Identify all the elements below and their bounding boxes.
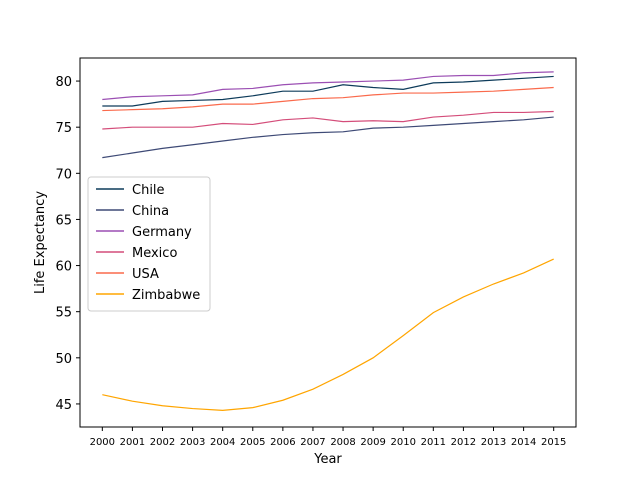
legend: Chile China Germany Mexico USA Zimbabwe bbox=[87, 176, 211, 312]
y-tick-label: 70 bbox=[55, 167, 72, 182]
x-tick-label: 2009 bbox=[360, 437, 385, 448]
y-axis-title: Life Expectancy bbox=[33, 191, 48, 294]
y-tick-label: 50 bbox=[55, 352, 72, 367]
x-tick-label: 2010 bbox=[391, 437, 416, 448]
y-tick-label: 75 bbox=[55, 121, 72, 136]
x-tick-label: 2008 bbox=[330, 437, 355, 448]
series-line-germany bbox=[102, 71, 554, 101]
series-line-chile bbox=[102, 75, 554, 107]
series-line-mexico bbox=[102, 110, 554, 130]
plot-frame bbox=[79, 57, 577, 428]
legend-label-germany: Germany bbox=[132, 225, 192, 240]
y-tick-label: 60 bbox=[55, 260, 72, 275]
legend-label-china: China bbox=[132, 204, 169, 219]
x-axis-title: Year bbox=[313, 452, 342, 467]
y-axis: 45 50 55 60 65 70 75 80 bbox=[55, 75, 80, 413]
legend-label-chile: Chile bbox=[132, 183, 165, 198]
series-line-usa bbox=[102, 86, 554, 112]
x-tick-label: 2012 bbox=[451, 437, 476, 448]
series-line-zimbabwe bbox=[102, 258, 554, 412]
x-tick-label: 2015 bbox=[541, 437, 566, 448]
x-axis: 2000 2001 2002 2003 2004 2005 2006 2007 2008 2009… bbox=[90, 427, 566, 448]
x-tick-label: 2013 bbox=[481, 437, 506, 448]
x-tick-label: 2007 bbox=[300, 437, 325, 448]
x-tick-label: 2011 bbox=[421, 437, 446, 448]
x-tick-label: 2003 bbox=[180, 437, 205, 448]
x-tick-label: 2000 bbox=[90, 437, 115, 448]
y-tick-label: 80 bbox=[55, 75, 72, 90]
legend-label-zimbabwe: Zimbabwe bbox=[132, 288, 200, 303]
x-tick-label: 2006 bbox=[270, 437, 295, 448]
legend-label-mexico: Mexico bbox=[132, 246, 177, 261]
legend-label-usa: USA bbox=[132, 267, 159, 282]
x-tick-label: 2005 bbox=[240, 437, 265, 448]
x-tick-label: 2014 bbox=[511, 437, 536, 448]
series-line-china bbox=[102, 116, 554, 159]
plot-lines bbox=[102, 71, 554, 412]
y-tick-label: 45 bbox=[55, 398, 72, 413]
x-tick-label: 2004 bbox=[210, 437, 235, 448]
y-tick-label: 65 bbox=[55, 213, 72, 228]
x-tick-label: 2001 bbox=[120, 437, 145, 448]
x-tick-label: 2002 bbox=[150, 437, 175, 448]
y-tick-label: 55 bbox=[55, 306, 72, 321]
